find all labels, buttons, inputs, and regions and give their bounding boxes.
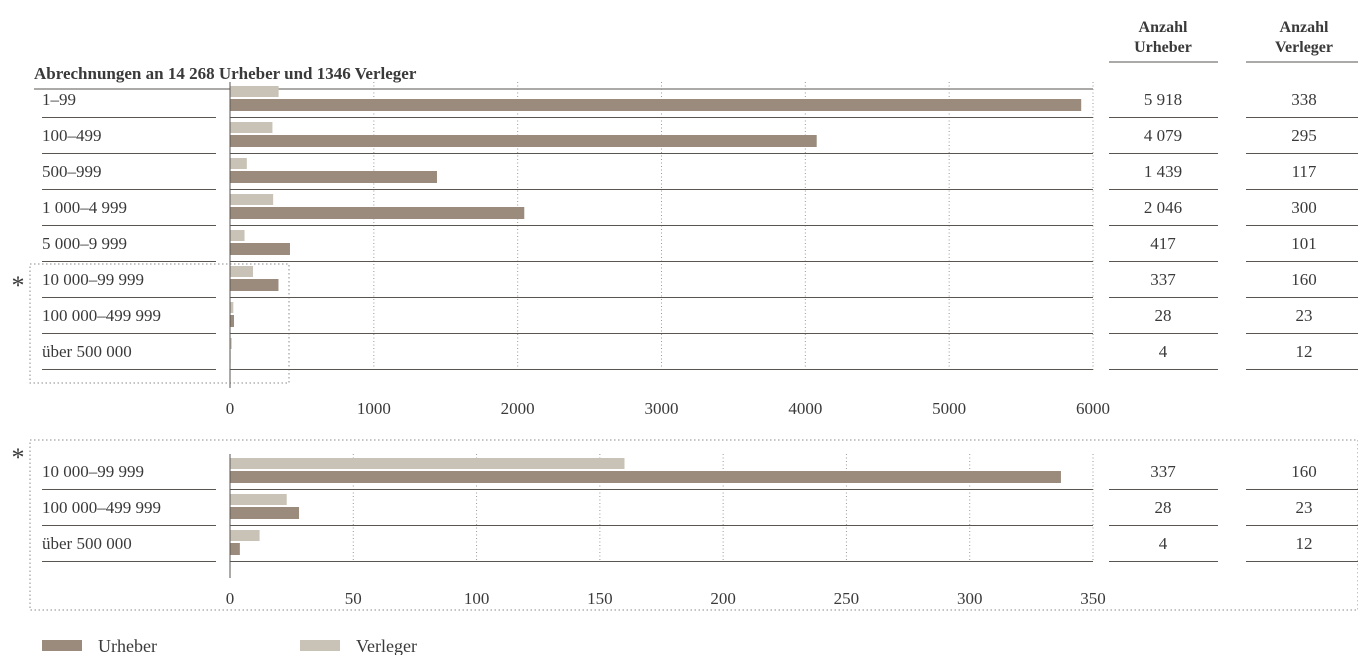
verleger-count-0-100-499: 295: [1291, 126, 1317, 145]
legend-verleger-label: Verleger: [356, 636, 417, 655]
verleger-count-1-über-500-000: 12: [1296, 534, 1313, 553]
category-label-0-500-999: 500–999: [42, 162, 102, 181]
category-label-1-100-000-499-999: 100 000–499 999: [42, 498, 161, 517]
bar-urheber-1-100-000-499-999: [230, 507, 300, 519]
category-label-1-über-500-000: über 500 000: [42, 534, 132, 553]
bar-verleger-0-über-500-000: [230, 338, 232, 349]
tick-label-1-300: 300: [957, 589, 983, 608]
tick-label-0-2000: 2000: [501, 399, 535, 418]
tick-label-1-50: 50: [345, 589, 362, 608]
bar-urheber-0-1-000-4-999: [230, 207, 525, 219]
tick-label-1-200: 200: [710, 589, 736, 608]
verleger-count-0-100-000-499-999: 23: [1296, 306, 1313, 325]
urheber-count-0-10-000-99-999: 337: [1150, 270, 1176, 289]
bar-urheber-0-500-999: [230, 171, 437, 183]
tick-label-0-5000: 5000: [932, 399, 966, 418]
category-label-0-100-499: 100–499: [42, 126, 102, 145]
bar-urheber-1-10-000-99-999: [230, 471, 1061, 483]
verleger-column-header-line2: Verleger: [1275, 39, 1333, 56]
asterisk-bottom: *: [12, 443, 25, 472]
bar-verleger-1-100-000-499-999: [230, 494, 287, 505]
verleger-count-0-10-000-99-999: 160: [1291, 270, 1317, 289]
urheber-count-0-500-999: 1 439: [1144, 162, 1182, 181]
tick-label-0-6000: 6000: [1076, 399, 1110, 418]
category-label-0-über-500-000: über 500 000: [42, 342, 132, 361]
urheber-count-1-100-000-499-999: 28: [1155, 498, 1172, 517]
chart-marks: 1–99 5 918 338 100–499 4 079 295 500–999 1 439 1…: [42, 82, 1358, 608]
tick-label-1-150: 150: [587, 589, 613, 608]
urheber-count-0-100-499: 4 079: [1144, 126, 1182, 145]
urheber-count-0-über-500-000: 4: [1159, 342, 1168, 361]
tick-label-0-1000: 1000: [357, 399, 391, 418]
tick-label-0-4000: 4000: [788, 399, 822, 418]
category-label-0-1-000-4-999: 1 000–4 999: [42, 198, 127, 217]
bar-verleger-1-10-000-99-999: [230, 458, 625, 469]
verleger-count-0-1-99: 338: [1291, 90, 1317, 109]
bar-verleger-0-5-000-9-999: [230, 230, 245, 241]
urheber-count-0-1-99: 5 918: [1144, 90, 1182, 109]
category-label-1-10-000-99-999: 10 000–99 999: [42, 462, 144, 481]
urheber-column-header-line2: Urheber: [1134, 39, 1192, 56]
legend-verleger-swatch: [300, 640, 340, 651]
tick-label-0-0: 0: [226, 399, 235, 418]
verleger-count-0-5-000-9-999: 101: [1291, 234, 1317, 253]
bar-verleger-0-1-99: [230, 86, 279, 97]
tick-label-0-3000: 3000: [645, 399, 679, 418]
bar-verleger-1-über-500-000: [230, 530, 260, 541]
bar-urheber-0-5-000-9-999: [230, 243, 290, 255]
verleger-count-0-über-500-000: 12: [1296, 342, 1313, 361]
category-label-0-1-99: 1–99: [42, 90, 76, 109]
verleger-count-0-1-000-4-999: 300: [1291, 198, 1317, 217]
verleger-count-1-10-000-99-999: 160: [1291, 462, 1317, 481]
bar-verleger-0-10-000-99-999: [230, 266, 254, 277]
bar-verleger-0-100-000-499-999: [230, 302, 234, 313]
urheber-count-0-5-000-9-999: 417: [1150, 234, 1176, 253]
urheber-count-1-10-000-99-999: 337: [1150, 462, 1176, 481]
zoom-detail-box: [29, 439, 1358, 611]
bar-verleger-0-500-999: [230, 158, 247, 169]
tick-label-1-350: 350: [1080, 589, 1106, 608]
chart-title: Abrechnungen an 14 268 Urheber und 1346 …: [34, 64, 417, 83]
category-label-0-5-000-9-999: 5 000–9 999: [42, 234, 127, 253]
category-label-0-10-000-99-999: 10 000–99 999: [42, 270, 144, 289]
bar-urheber-0-1-99: [230, 99, 1082, 111]
zoom-highlight-box: [29, 263, 290, 384]
legend-urheber-label: Urheber: [98, 636, 157, 655]
category-label-0-100-000-499-999: 100 000–499 999: [42, 306, 161, 325]
bar-urheber-1-über-500-000: [230, 543, 240, 555]
tick-label-1-0: 0: [226, 589, 235, 608]
asterisk-top: *: [12, 271, 25, 300]
tick-label-1-100: 100: [464, 589, 490, 608]
verleger-count-0-500-999: 117: [1292, 162, 1317, 181]
legend-urheber-swatch: [42, 640, 82, 651]
bar-verleger-0-100-499: [230, 122, 273, 133]
urheber-column-header-line1: Anzahl: [1139, 19, 1188, 36]
bar-urheber-0-100-000-499-999: [230, 315, 235, 327]
bar-verleger-0-1-000-4-999: [230, 194, 274, 205]
chart-frame: Abrechnungen an 14 268 Urheber und 1346 …: [12, 19, 1358, 655]
urheber-count-1-über-500-000: 4: [1159, 534, 1168, 553]
tick-label-1-250: 250: [834, 589, 860, 608]
verleger-column-header-line1: Anzahl: [1280, 19, 1329, 36]
verleger-count-1-100-000-499-999: 23: [1296, 498, 1313, 517]
urheber-count-0-100-000-499-999: 28: [1155, 306, 1172, 325]
bar-urheber-0-10-000-99-999: [230, 279, 279, 291]
urheber-count-0-1-000-4-999: 2 046: [1144, 198, 1182, 217]
bar-urheber-0-100-499: [230, 135, 817, 147]
